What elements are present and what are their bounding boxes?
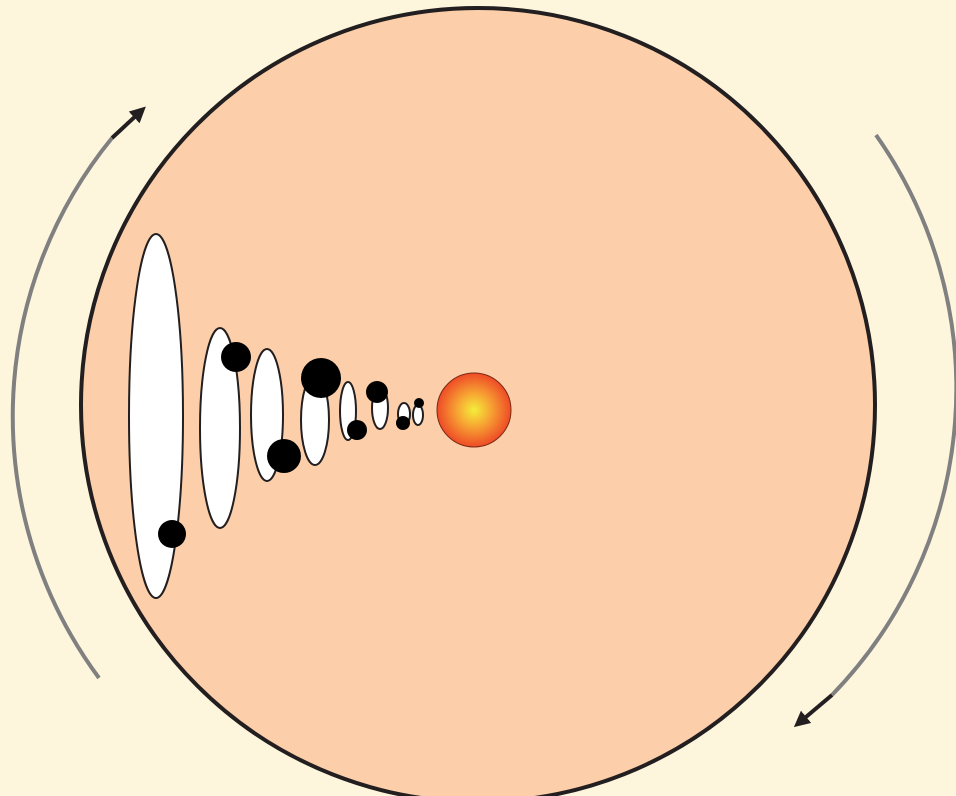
planet-5 — [347, 420, 367, 440]
planet-8 — [414, 398, 424, 408]
planet-6 — [366, 381, 388, 403]
rotation-arrow-right — [793, 133, 956, 728]
orbit-8 — [412, 404, 424, 426]
rotation-arc-left — [10, 136, 114, 680]
rotation-arrow-tip-right — [793, 693, 834, 728]
planet-2 — [221, 342, 251, 372]
planets — [158, 342, 424, 548]
planet-4 — [301, 358, 341, 398]
planet-3 — [267, 439, 301, 473]
rotation-arrow-tip-left — [110, 106, 146, 140]
orbit-1 — [128, 233, 184, 599]
rotation-arrow-left — [10, 106, 146, 680]
orbit-2 — [199, 327, 241, 529]
central-star — [436, 372, 512, 448]
planet-1 — [158, 520, 186, 548]
planet-7 — [396, 416, 410, 430]
rotation-arc-right — [830, 133, 956, 697]
